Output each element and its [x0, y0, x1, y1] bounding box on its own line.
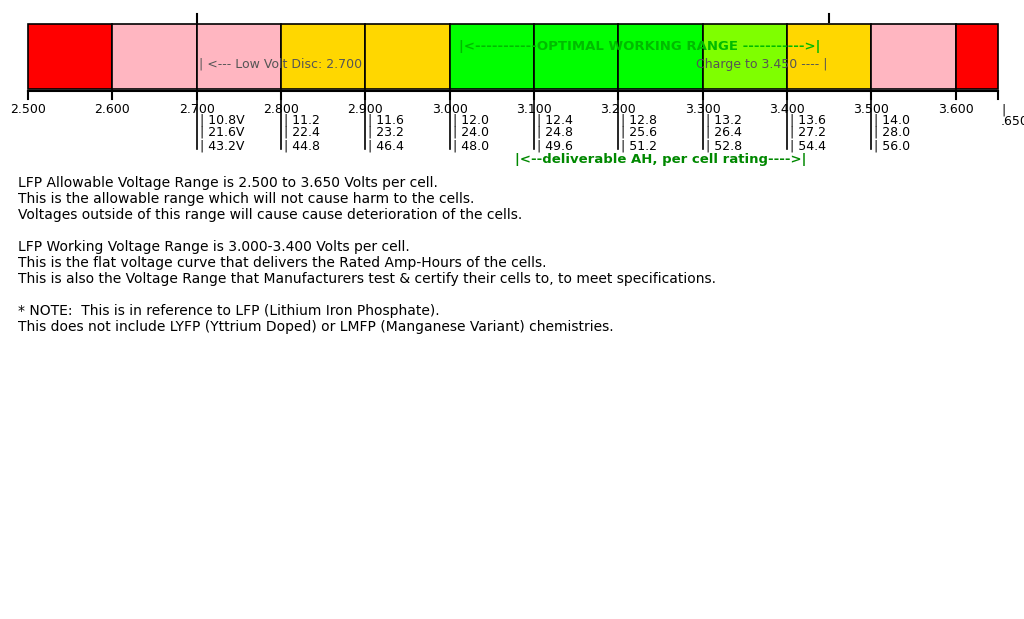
- Text: This does not include LYFP (Yttrium Doped) or LMFP (Manganese Variant) chemistri: This does not include LYFP (Yttrium Dope…: [18, 320, 613, 334]
- Text: Charge to 3.450 ---- |: Charge to 3.450 ---- |: [695, 58, 827, 71]
- Text: | 13.6: | 13.6: [791, 113, 826, 126]
- Text: | 25.6: | 25.6: [622, 126, 657, 139]
- Text: |: |: [1001, 103, 1006, 116]
- Text: | 12.0: | 12.0: [453, 113, 488, 126]
- Text: 2.500: 2.500: [10, 103, 46, 116]
- Text: | 51.2: | 51.2: [622, 139, 657, 152]
- Text: | 43.2V: | 43.2V: [200, 139, 244, 152]
- Bar: [702, 24, 787, 89]
- Text: * NOTE:  This is in reference to LFP (Lithium Iron Phosphate).: * NOTE: This is in reference to LFP (Lit…: [18, 304, 439, 318]
- Text: | 54.4: | 54.4: [791, 139, 826, 152]
- Text: 3.000: 3.000: [432, 103, 468, 116]
- Text: This is the allowable range which will not cause harm to the cells.: This is the allowable range which will n…: [18, 192, 474, 206]
- Bar: [281, 24, 366, 89]
- Text: This is the flat voltage curve that delivers the Rated Amp-Hours of the cells.: This is the flat voltage curve that deli…: [18, 256, 547, 270]
- Bar: [535, 24, 618, 89]
- Bar: [197, 24, 281, 89]
- Text: | 21.6V: | 21.6V: [200, 126, 244, 139]
- Bar: [955, 24, 998, 89]
- Bar: [450, 24, 535, 89]
- Text: 3.400: 3.400: [769, 103, 805, 116]
- Text: .650: .650: [1001, 115, 1024, 128]
- Text: LFP Allowable Voltage Range is 2.500 to 3.650 Volts per cell.: LFP Allowable Voltage Range is 2.500 to …: [18, 176, 438, 190]
- Text: | 10.8V: | 10.8V: [200, 113, 245, 126]
- Text: 2.700: 2.700: [179, 103, 215, 116]
- Text: | 28.0: | 28.0: [874, 126, 910, 139]
- Text: | 14.0: | 14.0: [874, 113, 910, 126]
- Text: 3.500: 3.500: [854, 103, 890, 116]
- Text: 3.100: 3.100: [516, 103, 552, 116]
- Text: 3.600: 3.600: [938, 103, 974, 116]
- Bar: [366, 24, 450, 89]
- Text: | 12.4: | 12.4: [537, 113, 573, 126]
- Text: LFP Working Voltage Range is 3.000-3.400 Volts per cell.: LFP Working Voltage Range is 3.000-3.400…: [18, 240, 410, 254]
- Text: 2.900: 2.900: [347, 103, 383, 116]
- Text: | 11.2: | 11.2: [284, 113, 319, 126]
- Text: | 12.8: | 12.8: [622, 113, 657, 126]
- Text: | 11.6: | 11.6: [369, 113, 404, 126]
- Bar: [113, 24, 197, 89]
- Text: | 56.0: | 56.0: [874, 139, 910, 152]
- Text: 3.200: 3.200: [600, 103, 636, 116]
- Text: | 13.2: | 13.2: [706, 113, 741, 126]
- Text: | 23.2: | 23.2: [369, 126, 404, 139]
- Text: | 49.6: | 49.6: [537, 139, 573, 152]
- Text: 2.600: 2.600: [94, 103, 130, 116]
- Text: | 26.4: | 26.4: [706, 126, 741, 139]
- Bar: [618, 24, 702, 89]
- Bar: [28, 24, 113, 89]
- Text: | 46.4: | 46.4: [369, 139, 404, 152]
- Text: |<-----------OPTIMAL WORKING RANGE ----------->|: |<-----------OPTIMAL WORKING RANGE -----…: [459, 40, 820, 53]
- Text: | 24.0: | 24.0: [453, 126, 488, 139]
- Text: |<--deliverable AH, per cell rating---->|: |<--deliverable AH, per cell rating---->…: [515, 153, 806, 166]
- Text: | 27.2: | 27.2: [791, 126, 826, 139]
- Text: | 52.8: | 52.8: [706, 139, 742, 152]
- Text: 2.800: 2.800: [263, 103, 299, 116]
- Text: 3.300: 3.300: [685, 103, 721, 116]
- Text: This is also the Voltage Range that Manufacturers test & certify their cells to,: This is also the Voltage Range that Manu…: [18, 272, 716, 286]
- Text: Voltages outside of this range will cause cause deterioration of the cells.: Voltages outside of this range will caus…: [18, 208, 522, 222]
- Text: | 24.8: | 24.8: [537, 126, 573, 139]
- Bar: [871, 24, 955, 89]
- Text: | 44.8: | 44.8: [284, 139, 321, 152]
- Bar: [787, 24, 871, 89]
- Text: | 22.4: | 22.4: [284, 126, 319, 139]
- Text: | <--- Low Volt Disc: 2.700: | <--- Low Volt Disc: 2.700: [199, 58, 361, 71]
- Text: | 48.0: | 48.0: [453, 139, 488, 152]
